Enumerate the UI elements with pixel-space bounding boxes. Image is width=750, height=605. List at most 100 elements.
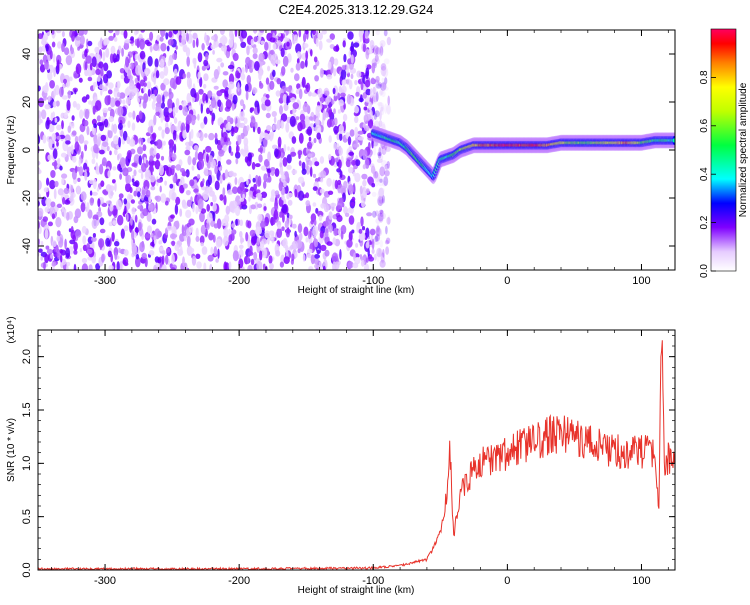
noise-speckle	[376, 82, 382, 87]
noise-speckle	[237, 134, 242, 145]
noise-speckle	[324, 90, 330, 96]
noise-speckle	[171, 240, 176, 247]
noise-speckle	[217, 160, 221, 168]
noise-speckle	[290, 96, 296, 103]
noise-speckle	[56, 59, 60, 71]
noise-speckle	[47, 31, 50, 36]
noise-speckle	[38, 220, 41, 230]
noise-speckle	[131, 162, 138, 167]
noise-speckle	[286, 154, 292, 164]
noise-speckle	[38, 179, 42, 191]
noise-speckle	[224, 136, 227, 143]
noise-speckle	[227, 88, 232, 96]
noise-speckle	[38, 33, 44, 40]
noise-speckle	[239, 99, 245, 107]
noise-speckle	[154, 58, 159, 68]
noise-speckle	[346, 63, 350, 74]
noise-speckle	[377, 191, 382, 199]
noise-speckle	[260, 40, 265, 45]
noise-speckle	[83, 119, 89, 127]
noise-speckle	[249, 229, 256, 237]
noise-speckle	[143, 179, 150, 191]
noise-speckle	[368, 48, 373, 55]
noise-speckle	[101, 161, 107, 166]
noise-speckle	[38, 160, 41, 166]
noise-speckle	[375, 30, 380, 36]
noise-speckle	[377, 151, 382, 157]
noise-speckle	[117, 163, 122, 171]
noise-speckle	[128, 194, 133, 200]
noise-speckle	[281, 226, 285, 231]
noise-speckle	[264, 159, 270, 167]
noise-speckle	[71, 32, 75, 42]
noise-speckle	[54, 117, 58, 123]
noise-speckle	[378, 120, 383, 128]
noise-speckle	[380, 190, 383, 200]
noise-speckle	[285, 122, 290, 133]
noise-speckle	[53, 188, 57, 200]
noise-speckle	[74, 208, 82, 219]
noise-speckle	[156, 34, 161, 42]
noise-speckle	[340, 68, 347, 80]
noise-speckle	[185, 47, 191, 57]
noise-speckle	[282, 238, 288, 249]
noise-speckle	[55, 100, 60, 107]
noise-speckle	[203, 262, 207, 270]
noise-speckle	[52, 143, 55, 148]
noise-speckle	[232, 52, 239, 62]
noise-speckle	[193, 188, 199, 193]
noise-speckle	[153, 43, 160, 51]
noise-speckle	[320, 244, 327, 252]
noise-speckle	[381, 160, 387, 167]
noise-speckle	[379, 88, 383, 97]
noise-speckle	[263, 173, 268, 183]
noise-speckle	[333, 68, 337, 77]
noise-speckle	[129, 82, 134, 90]
noise-speckle	[378, 187, 385, 199]
noise-speckle	[100, 134, 107, 142]
noise-speckle	[319, 230, 324, 239]
noise-speckle	[217, 154, 222, 163]
noise-speckle	[223, 36, 228, 44]
noise-speckle	[375, 234, 381, 242]
noise-speckle	[312, 173, 317, 178]
noise-speckle	[125, 174, 132, 184]
noise-speckle	[44, 104, 51, 110]
noise-speckle	[64, 47, 70, 56]
noise-speckle	[172, 30, 179, 34]
noise-speckle	[245, 231, 249, 242]
noise-speckle	[374, 83, 378, 94]
noise-speckle	[119, 68, 125, 74]
noise-speckle	[365, 67, 370, 77]
noise-speckle	[222, 144, 228, 152]
noise-speckle	[165, 166, 169, 176]
noise-speckle	[200, 208, 207, 214]
noise-speckle	[242, 103, 246, 110]
noise-speckle	[167, 98, 173, 110]
noise-speckle	[61, 120, 64, 130]
noise-speckle	[82, 244, 88, 251]
noise-speckle	[257, 203, 263, 209]
noise-speckle	[136, 38, 140, 49]
noise-speckle	[239, 244, 244, 249]
y-tick-label: 40	[21, 48, 33, 60]
noise-speckle	[200, 122, 205, 129]
x-tick-label: -100	[362, 575, 384, 587]
noise-speckle	[106, 145, 110, 152]
noise-speckle	[325, 97, 330, 106]
noise-speckle	[264, 41, 269, 51]
noise-speckle	[160, 102, 166, 109]
noise-speckle	[153, 89, 158, 95]
noise-speckle	[360, 256, 366, 262]
noise-speckle	[103, 118, 109, 128]
noise-speckle	[326, 177, 332, 187]
noise-speckle	[257, 175, 262, 187]
noise-speckle	[286, 212, 290, 218]
noise-speckle	[61, 95, 68, 100]
noise-speckle	[375, 83, 382, 89]
noise-speckle	[206, 204, 210, 212]
noise-speckle	[196, 132, 201, 138]
noise-speckle	[351, 159, 356, 166]
noise-speckle	[207, 174, 212, 186]
noise-speckle	[225, 122, 232, 131]
